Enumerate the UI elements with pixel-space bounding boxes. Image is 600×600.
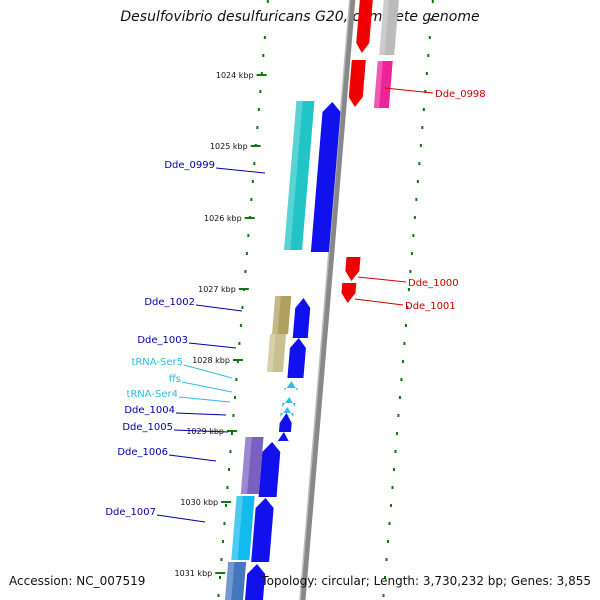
accession-text: Accession: NC_007519 <box>9 574 146 588</box>
gene-label-left: Dde_1007 <box>105 507 156 518</box>
gene-arrow-next <box>245 564 266 600</box>
gene-label-right: Dde_1000 <box>408 278 459 289</box>
scale-tick-label: 1031 kbp <box>175 569 213 578</box>
leader-line-left <box>175 412 227 416</box>
rna-ffs <box>282 397 296 407</box>
gene-label-left: tRNA-Ser5 <box>131 357 183 368</box>
gene-arrow-dde-1001 <box>341 283 357 303</box>
leader-line-right <box>354 298 404 306</box>
gene-label-right: Dde_0998 <box>435 89 486 100</box>
leader-line-left <box>168 454 217 462</box>
scale-tick-label: 1025 kbp <box>210 142 248 151</box>
cog-bar-dde-0998 <box>373 61 393 108</box>
cog-bar-dde-1003-shade <box>266 334 276 372</box>
cog-bar-dde-1002-shade <box>272 296 281 334</box>
cog-bar-next-shade <box>225 562 235 600</box>
gene-label-left: Dde_1003 <box>137 335 188 346</box>
gene-arrow-dde-1003 <box>287 338 306 378</box>
cog-bar-next <box>225 562 247 600</box>
topology-text: Topology: circular; Length: 3,730,232 bp… <box>261 574 591 588</box>
gene-arrow-dde-1002 <box>292 298 311 338</box>
cog-bar-dde-0999 <box>284 101 315 250</box>
gene-arrow-dde-1007 <box>251 498 274 562</box>
cog-bar-dde-1006-shade <box>240 437 252 494</box>
cog-bar-dde-1003 <box>266 334 287 372</box>
genome-backbone <box>300 0 356 600</box>
gene-arrow-dde-1005 <box>277 432 290 442</box>
rna-tRNA-Ser5 <box>284 381 298 391</box>
gene-label-left: Dde_1006 <box>117 447 168 458</box>
leader-line-left <box>188 342 237 349</box>
leader-line-left <box>215 167 266 174</box>
cog-bar-outer-top-shade <box>379 0 390 55</box>
cog-bar-dde-1006 <box>240 437 264 494</box>
rna-tRNA-Ser4 <box>280 407 294 417</box>
leader-line-right <box>357 276 407 283</box>
leader-line-left <box>156 514 206 523</box>
cog-bar-dde-0998-shade <box>373 61 383 108</box>
cog-bar-dde-1002 <box>272 296 292 334</box>
cog-bar-dde-1007 <box>231 496 255 560</box>
gene-label-left: ffs <box>169 374 181 385</box>
leader-line-left <box>181 381 233 393</box>
gene-label-right: Dde_1001 <box>405 301 456 312</box>
cog-bar-dde-1007-shade <box>231 496 243 560</box>
gene-arrow-dde-0999 <box>310 102 341 252</box>
gene-label-left: tRNA-Ser4 <box>126 389 178 400</box>
gene-arrow-dde-1000 <box>345 257 361 281</box>
gene-label-left: Dde_1002 <box>144 297 195 308</box>
scale-tick-label: 1028 kbp <box>192 356 230 365</box>
gene-label-left: Dde_1004 <box>124 405 175 416</box>
leader-line-left <box>195 304 243 312</box>
scale-tick-label: 1030 kbp <box>180 498 218 507</box>
gene-label-left: Dde_0999 <box>164 160 215 171</box>
cog-bar-dde-0999-shade <box>284 101 303 250</box>
gene-label-left: Dde_1005 <box>122 422 173 433</box>
leader-line-left <box>183 364 233 379</box>
leader-line-left <box>173 429 229 433</box>
leader-line-right <box>384 87 434 94</box>
leader-line-left <box>178 396 231 403</box>
gene-arrow-dde-1006 <box>258 442 281 497</box>
gene-arrow-dde-0998 <box>348 60 366 107</box>
gene-arrow-dde-1004 <box>278 413 292 432</box>
scale-tick-label: 1027 kbp <box>198 285 236 294</box>
scale-tick-label: 1024 kbp <box>216 71 254 80</box>
genome-backbone-highlight <box>299 0 351 600</box>
cog-bar-outer-top <box>379 0 399 55</box>
scale-tick-label: 1026 kbp <box>204 214 242 223</box>
gene-arrow-outer-top <box>356 0 373 53</box>
